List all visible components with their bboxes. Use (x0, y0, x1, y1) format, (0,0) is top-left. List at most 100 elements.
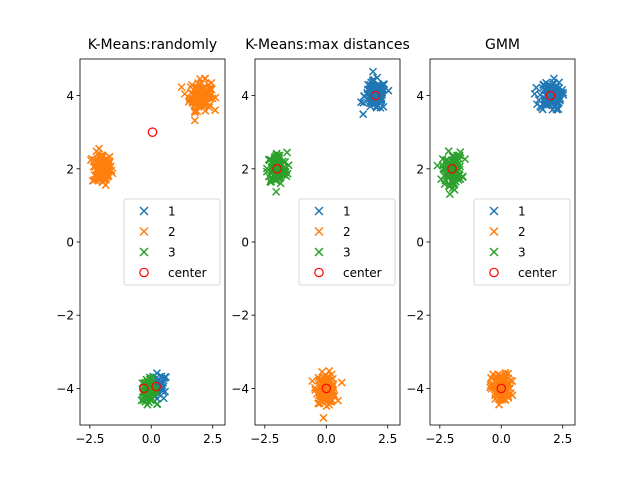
legend-label: 1 (518, 205, 526, 219)
point-series-3 (153, 400, 162, 409)
point-series-2 (330, 391, 339, 400)
point-series-1 (159, 394, 168, 403)
series-3 (262, 148, 293, 196)
y-tick-label: −4 (231, 382, 249, 396)
point-series-2 (308, 376, 317, 386)
legend: 1 2 3 center (123, 198, 221, 286)
y-tick-label: 4 (241, 89, 249, 103)
legend-label: 2 (518, 225, 526, 239)
point-series-2 (191, 91, 200, 100)
legend-marker-center (314, 267, 324, 278)
legend-marker-2 (489, 226, 499, 237)
point-series-3 (452, 167, 461, 176)
y-tick-label: 2 (66, 162, 74, 176)
point-series-1 (161, 387, 170, 396)
y-tick-label: −2 (231, 309, 249, 323)
point-series-2 (188, 80, 197, 89)
y-tick-label: −4 (56, 382, 74, 396)
point-series-1 (359, 110, 368, 119)
point-series-2 (201, 92, 210, 101)
y-tick-label: −2 (406, 309, 424, 323)
series-2 (308, 366, 346, 422)
point-series-3 (446, 159, 455, 168)
x-tick-label: −2.5 (250, 432, 279, 446)
legend-label: center (168, 266, 207, 280)
point-series-2 (196, 84, 205, 93)
subplot-1: −2.5 0.0 2.5 −4 −2 0 2 4 K-Means:randomly 1 2 3 cent… (56, 37, 226, 446)
legend-marker-1 (489, 206, 499, 216)
point-series-1 (538, 105, 547, 114)
legend-marker-3 (314, 247, 324, 257)
point-series-2 (508, 391, 517, 400)
legend-box (473, 198, 571, 286)
point-series-2 (490, 381, 499, 390)
point-series-2 (498, 395, 507, 404)
x-tick-label: 0.0 (317, 432, 336, 446)
point-series-3 (444, 147, 453, 156)
legend-marker-1 (139, 206, 149, 216)
point-series-2 (190, 107, 199, 116)
y-tick-label: −2 (56, 309, 74, 323)
legend-marker-center (489, 267, 499, 278)
point-series-3 (433, 161, 442, 170)
point-series-1 (357, 98, 366, 107)
subplot-2: −2.5 0.0 2.5 −4 −2 0 2 4 K-Means:max distances 1 2… (231, 37, 409, 446)
series-2 (86, 74, 220, 190)
point-series-2 (192, 83, 201, 92)
point-series-3 (445, 190, 454, 199)
legend-marker-1 (314, 206, 324, 216)
x-tick-label: 2.5 (203, 432, 222, 446)
point-series-3 (280, 167, 289, 176)
y-tick-label: 2 (241, 162, 249, 176)
point-series-1 (366, 87, 375, 96)
subplot-title: K-Means:max distances (245, 37, 410, 53)
x-tick-label: 0.0 (492, 432, 511, 446)
legend-marker-3 (139, 247, 149, 257)
points-layer (262, 67, 393, 422)
point-series-3 (444, 173, 453, 182)
point-series-2 (190, 116, 199, 125)
point-series-2 (501, 381, 511, 390)
series-1 (530, 74, 568, 114)
legend-marker-3 (489, 247, 499, 257)
x-tick-label: 0.0 (142, 432, 161, 446)
point-series-3 (460, 155, 470, 164)
point-series-1 (555, 78, 564, 87)
point-series-2 (177, 83, 186, 92)
center-marker (139, 383, 149, 394)
point-series-1 (359, 98, 368, 107)
point-series-2 (502, 372, 511, 381)
point-series-2 (211, 93, 220, 102)
point-series-1 (554, 105, 563, 114)
y-tick-label: 0 (66, 236, 74, 250)
point-series-2 (201, 74, 210, 83)
y-tick-label: 0 (241, 236, 249, 250)
points-layer (86, 74, 220, 409)
point-series-1 (549, 74, 558, 83)
point-series-1 (373, 73, 382, 82)
point-series-2 (97, 160, 106, 169)
center-marker (272, 164, 282, 174)
x-tick-label: 2.5 (378, 432, 397, 446)
series-2 (486, 368, 517, 409)
point-series-3 (143, 391, 152, 401)
x-tick-label: −2.5 (425, 432, 454, 446)
point-series-2 (325, 400, 334, 409)
point-series-3 (283, 148, 292, 157)
point-series-1 (539, 80, 548, 89)
legend-label: 3 (168, 246, 176, 260)
point-series-1 (384, 86, 393, 95)
y-tick-label: −4 (406, 382, 424, 396)
center-marker (321, 383, 332, 394)
subplot-title: GMM (485, 37, 520, 53)
point-series-2 (211, 106, 220, 115)
point-series-2 (321, 371, 330, 380)
center-marker (151, 381, 161, 392)
subplot-title: K-Means:randomly (88, 37, 217, 53)
legend-label: 2 (168, 225, 176, 239)
center-marker (545, 90, 556, 101)
point-series-3 (267, 177, 276, 187)
legend-box (298, 198, 396, 286)
y-tick-label: 4 (66, 89, 74, 103)
